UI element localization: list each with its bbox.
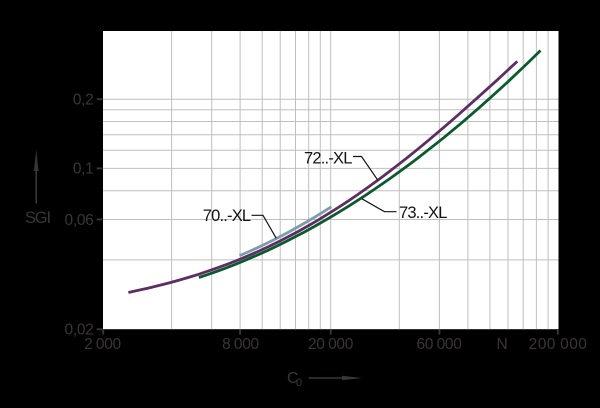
svg-text:70..-XL: 70..-XL <box>203 207 251 225</box>
svg-text:2 000: 2 000 <box>84 336 121 353</box>
svg-text:0,06: 0,06 <box>65 212 94 229</box>
svg-text:N: N <box>497 336 508 353</box>
svg-text:0,1: 0,1 <box>73 160 94 177</box>
svg-text:SGI: SGI <box>25 209 50 227</box>
svg-text:0,2: 0,2 <box>73 91 94 108</box>
svg-text:200 000: 200 000 <box>529 336 588 353</box>
svg-text:C: C <box>287 370 299 387</box>
svg-text:72..-XL: 72..-XL <box>304 150 352 168</box>
svg-text:0: 0 <box>296 377 302 389</box>
svg-text:73..-XL: 73..-XL <box>399 204 447 222</box>
svg-text:8 000: 8 000 <box>222 336 259 353</box>
svg-text:20 000: 20 000 <box>308 336 354 353</box>
svg-text:0,02: 0,02 <box>65 321 94 338</box>
svg-text:60 000: 60 000 <box>416 336 462 353</box>
